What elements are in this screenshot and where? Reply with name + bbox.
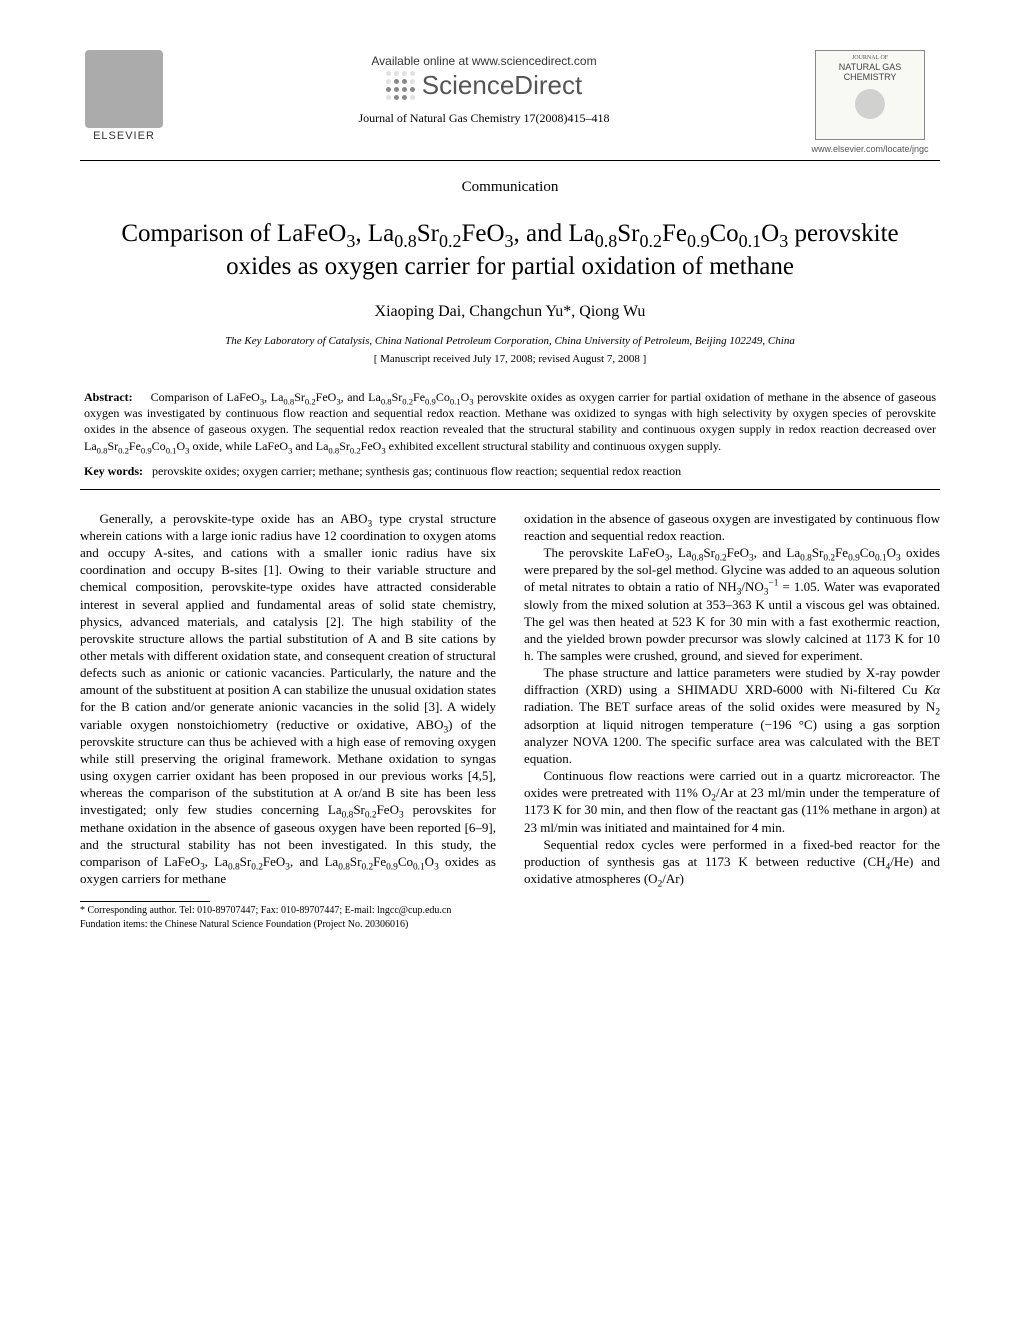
sciencedirect-text: ScienceDirect [422,70,582,101]
body-paragraph: oxidation in the absence of gaseous oxyg… [524,510,940,544]
sciencedirect-logo: ScienceDirect [168,70,800,101]
body-paragraph: The phase structure and lattice paramete… [524,664,940,767]
elsevier-label: ELSEVIER [93,130,155,142]
journal-cover: JOURNAL OF NATURAL GAS CHEMISTRY [815,50,925,140]
body-paragraph: Generally, a perovskite-type oxide has a… [80,510,496,887]
sciencedirect-dots-icon [386,71,416,101]
abstract-label: Abstract: [84,390,133,404]
article-title: Comparison of LaFeO3, La0.8Sr0.2FeO3, an… [100,218,920,283]
authors: Xiaoping Dai, Changchun Yu*, Qiong Wu [80,303,940,321]
column-right: oxidation in the absence of gaseous oxyg… [524,510,940,887]
communication-label: Communication [80,179,940,196]
cover-title: NATURAL GAS CHEMISTRY [820,63,920,83]
affiliation: The Key Laboratory of Catalysis, China N… [80,335,940,347]
keywords-block: Key words: perovskite oxides; oxygen car… [84,464,936,479]
cover-globe-icon [855,89,885,119]
abstract-text: Comparison of LaFeO3, La0.8Sr0.2FeO3, an… [84,390,936,453]
column-left: Generally, a perovskite-type oxide has a… [80,510,496,887]
keywords-text: perovskite oxides; oxygen carrier; metha… [152,464,681,478]
cover-small-label: JOURNAL OF [852,55,888,61]
body-paragraph: Sequential redox cycles were performed i… [524,836,940,887]
keywords-label: Key words: [84,464,143,478]
journal-url: www.elsevier.com/locate/jngc [800,144,940,154]
footnote-rule [80,901,210,902]
abstract-block: Abstract: Comparison of LaFeO3, La0.8Sr0… [84,389,936,454]
center-header: Available online at www.sciencedirect.co… [168,50,800,126]
journal-cover-box: JOURNAL OF NATURAL GAS CHEMISTRY www.els… [800,50,940,154]
elsevier-logo: ELSEVIER [80,50,168,150]
footnote-funding: Fundation items: the Chinese Natural Sci… [80,918,940,932]
body-paragraph: Continuous flow reactions were carried o… [524,767,940,836]
body-paragraph: The perovskite LaFeO3, La0.8Sr0.2FeO3, a… [524,544,940,664]
elsevier-tree-icon [85,50,163,128]
footnote-corresponding: * Corresponding author. Tel: 010-8970744… [80,904,940,918]
header-rule [80,160,940,161]
body-columns: Generally, a perovskite-type oxide has a… [80,510,940,887]
journal-reference: Journal of Natural Gas Chemistry 17(2008… [168,111,800,126]
available-online-text: Available online at www.sciencedirect.co… [168,54,800,68]
header-row: ELSEVIER Available online at www.science… [80,50,940,154]
abstract-rule [80,489,940,490]
manuscript-date: [ Manuscript received July 17, 2008; rev… [80,353,940,365]
